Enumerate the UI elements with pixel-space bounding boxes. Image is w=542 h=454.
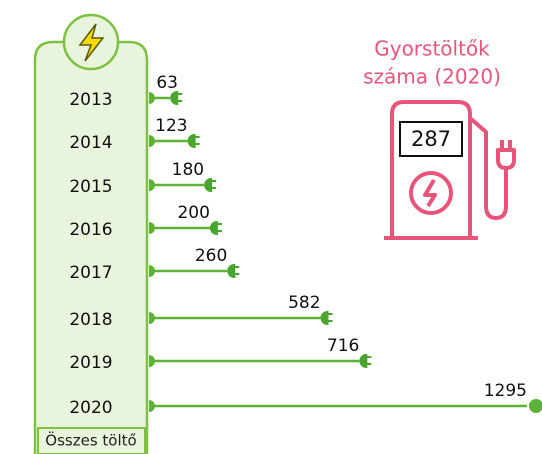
socket [149, 265, 155, 277]
socket [149, 179, 155, 191]
category-tick-label: 2018 [69, 310, 112, 330]
plug [227, 263, 240, 279]
plug [209, 220, 222, 236]
value-label: 123 [155, 116, 187, 136]
category-tick-label: 2015 [69, 177, 112, 197]
label-box [37, 427, 146, 454]
plug [529, 399, 542, 413]
plug [170, 90, 183, 106]
socket [149, 92, 155, 104]
value-label: 1295 [484, 381, 527, 401]
socket [149, 222, 155, 234]
category-tick-label: 2017 [69, 263, 112, 283]
socket [149, 135, 155, 147]
value-label: 260 [195, 246, 227, 266]
value-label: 63 [156, 73, 178, 93]
value-label: 180 [172, 160, 204, 180]
value-label: 200 [177, 203, 209, 223]
category-tick-label: 2013 [69, 90, 112, 110]
socket [149, 355, 155, 367]
plug [359, 353, 372, 369]
annotation-line: száma (2020) [363, 65, 501, 89]
plug [320, 310, 333, 326]
value-box [399, 121, 463, 157]
category-tick-label: 2020 [69, 398, 112, 418]
category-tick-label: 2016 [69, 220, 112, 240]
station-icon [384, 100, 516, 240]
annotation-value: 287 [411, 127, 451, 151]
value-label: 716 [327, 336, 359, 356]
value-label: 582 [288, 293, 320, 313]
bolt-icon [78, 23, 105, 62]
plug [187, 133, 200, 149]
category-tick-label: 2019 [69, 353, 112, 373]
socket [149, 400, 155, 412]
category-tick-label: 2014 [69, 133, 112, 153]
category-label: Összes töltő [45, 431, 136, 450]
socket [149, 312, 155, 324]
annotation-line: Gyorstöltők [374, 37, 490, 61]
plug [204, 177, 217, 193]
